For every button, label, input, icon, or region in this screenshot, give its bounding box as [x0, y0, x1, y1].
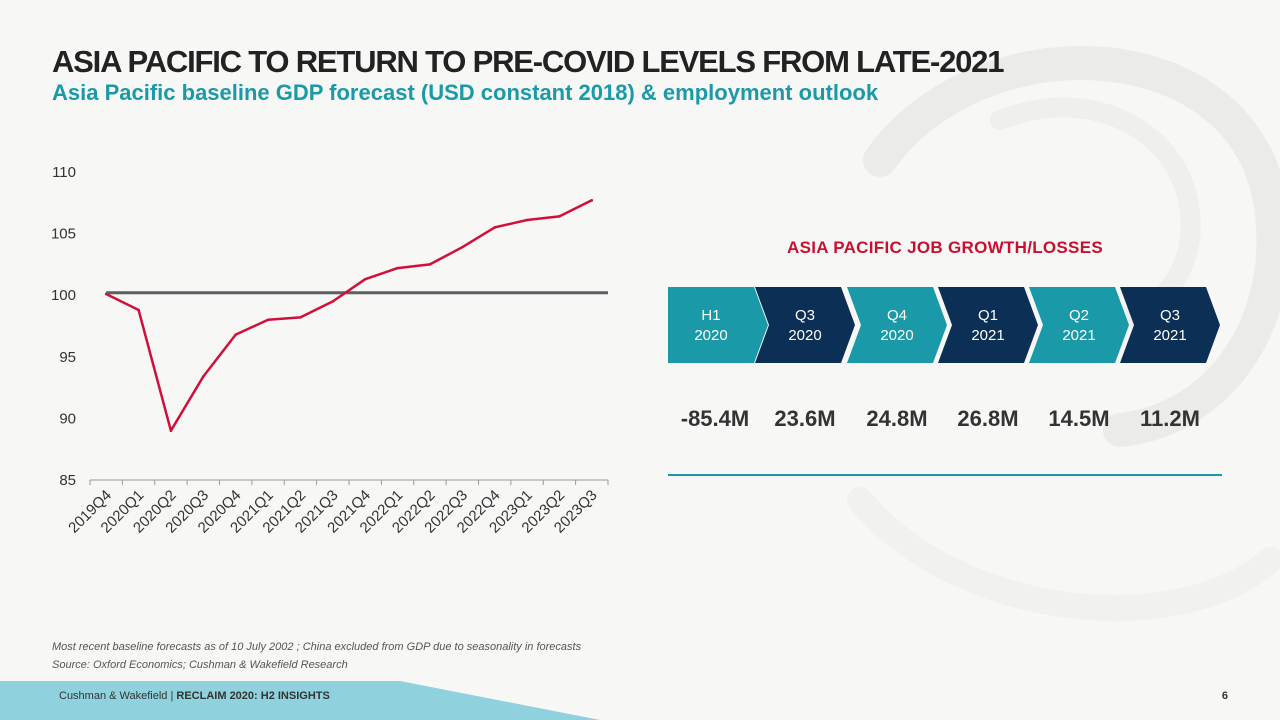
gdp-data-point: [461, 245, 464, 249]
y-tick-label: 95: [59, 349, 76, 366]
job-values: -85.4M 23.6M 24.8M 26.8M 14.5M 11.2M: [668, 406, 1222, 438]
gdp-data-point: [590, 199, 594, 202]
gdp-data-point: [525, 218, 529, 222]
period-chevron: [847, 287, 947, 363]
period-label-line2: 2021: [971, 327, 1004, 344]
gdp-series-line: [105, 199, 593, 432]
period-label-line2: 2021: [1153, 327, 1186, 344]
gdp-data-point: [331, 300, 335, 303]
gdp-data-point: [266, 318, 270, 322]
job-value: 23.6M: [774, 406, 836, 431]
gdp-data-point: [202, 375, 205, 378]
footer-bar: [0, 681, 600, 720]
footer-text: Cushman & Wakefield | RECLAIM 2020: H2 I…: [59, 690, 330, 702]
footer-section: RECLAIM 2020: H2 INSIGHTS: [176, 690, 330, 702]
period-label-line2: 2020: [694, 327, 727, 344]
y-tick-label: 100: [51, 287, 76, 304]
job-value: 26.8M: [957, 406, 1019, 431]
job-value: -85.4M: [680, 406, 750, 431]
period-chevron: [755, 287, 855, 363]
gdp-data-point: [137, 308, 140, 312]
chart-marks: [104, 199, 608, 433]
gdp-data-point: [234, 333, 237, 336]
footer-brand: Cushman & Wakefield: [59, 690, 168, 702]
job-value: 14.5M: [1048, 406, 1110, 431]
y-tick-label: 110: [52, 164, 76, 181]
job-value: 24.8M: [866, 406, 928, 431]
footnote: Most recent baseline forecasts as of 10 …: [52, 641, 582, 653]
period-label-line1: Q4: [887, 307, 907, 324]
gdp-data-point: [558, 215, 561, 218]
period-label-line1: H1: [701, 307, 720, 324]
page-number: 6: [1221, 690, 1228, 702]
period-label-line2: 2020: [788, 327, 821, 344]
gdp-data-point: [363, 277, 367, 281]
job-value: 11.2M: [1140, 406, 1200, 431]
gdp-data-point: [169, 429, 173, 433]
period-label-line1: Q3: [795, 307, 815, 324]
footer-separator: |: [167, 690, 177, 702]
period-label-line1: Q3: [1160, 307, 1180, 324]
gdp-data-point: [299, 316, 302, 319]
divider-line: [668, 474, 1222, 476]
job-growth-title: ASIA PACIFIC JOB GROWTH/LOSSES: [787, 238, 1103, 257]
period-chevron: [668, 287, 768, 363]
gdp-line-chart: 8590951001051102019Q42020Q12020Q22020Q32…: [51, 164, 609, 537]
period-chevrons: H1 2020 Q3 2020 Q4 2020 Q1 2021 Q2 2021 Q3 2021: [668, 287, 1220, 363]
page-title: ASIA PACIFIC TO RETURN TO PRE-COVID LEVE…: [52, 44, 1004, 79]
period-chevron: [1120, 287, 1220, 363]
gdp-data-point: [396, 266, 399, 270]
source-note: Source: Oxford Economics; Cushman & Wake…: [52, 659, 348, 671]
page-subtitle: Asia Pacific baseline GDP forecast (USD …: [52, 80, 879, 105]
gdp-data-point: [493, 226, 496, 229]
period-chevron: [938, 287, 1038, 363]
y-tick-label: 90: [59, 410, 76, 427]
period-label-line2: 2021: [1062, 327, 1095, 344]
period-label-line1: Q1: [978, 307, 998, 324]
y-tick-label: 105: [51, 226, 76, 243]
gdp-data-point: [428, 263, 432, 266]
y-tick-label: 85: [59, 472, 76, 489]
period-label-line2: 2020: [880, 327, 913, 344]
gdp-data-point: [104, 292, 108, 296]
period-label-line1: Q2: [1069, 307, 1089, 324]
period-chevron: [1029, 287, 1129, 363]
